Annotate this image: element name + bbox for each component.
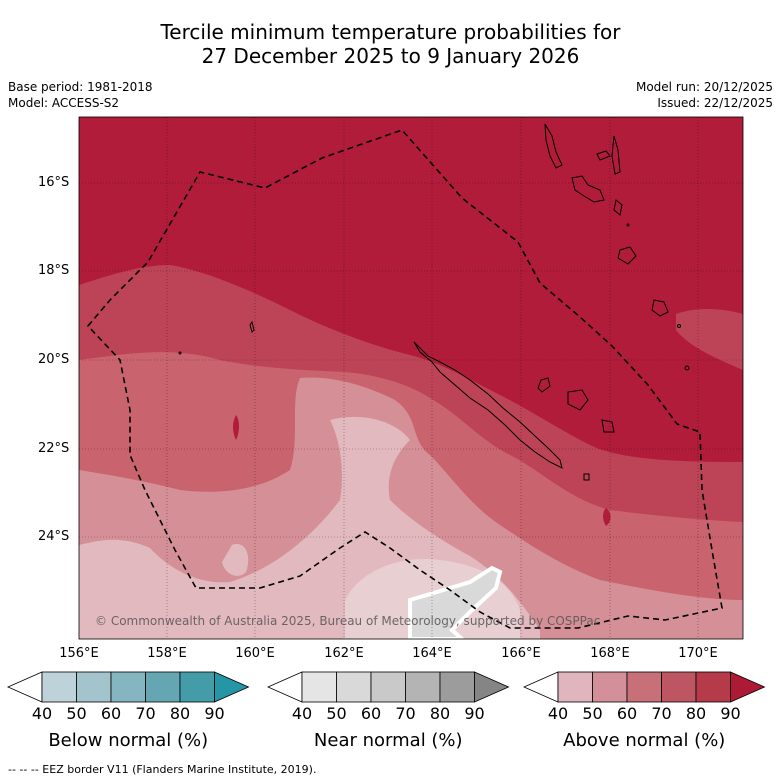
lon-label: 164°E bbox=[412, 646, 452, 661]
colorbar-tick-label: 70 bbox=[395, 704, 416, 723]
colorbar-tick-label: 60 bbox=[100, 704, 122, 723]
colorbar-cell bbox=[301, 671, 337, 703]
lat-label: 22°S bbox=[38, 441, 70, 456]
colorbar-cell bbox=[76, 671, 112, 703]
colorbar-caption: Near normal (%) bbox=[313, 730, 463, 751]
probability-field bbox=[79, 117, 743, 639]
colorbar-high-extend bbox=[730, 671, 766, 703]
lat-label: 24°S bbox=[38, 529, 70, 544]
island-walpole bbox=[583, 473, 590, 481]
colorbar-low-extend bbox=[7, 671, 43, 703]
colorbar-cell bbox=[592, 671, 628, 703]
colorbar-tick-label: 60 bbox=[616, 704, 638, 723]
model-run: Model run: 20/12/2025 bbox=[635, 80, 773, 94]
colorbar-low-extend bbox=[523, 671, 559, 703]
lon-label: 158°E bbox=[147, 646, 187, 661]
colorbars bbox=[7, 671, 766, 703]
colorbar-cell bbox=[557, 671, 593, 703]
colorbar-cell bbox=[439, 671, 475, 703]
colorbar-high-extend bbox=[474, 671, 510, 703]
island-efate bbox=[617, 246, 637, 265]
lon-label: 170°E bbox=[678, 646, 718, 661]
island-ambrym bbox=[613, 199, 623, 216]
graticule bbox=[79, 117, 743, 639]
island-lifou bbox=[567, 389, 589, 411]
colorbar-tick-label: 90 bbox=[720, 704, 741, 723]
colorbar-caption: Above normal (%) bbox=[563, 730, 726, 751]
lon-label: 166°E bbox=[501, 646, 541, 661]
colorbar-tick-label: 60 bbox=[360, 704, 382, 723]
islet-4 bbox=[626, 223, 630, 227]
lon-label: 160°E bbox=[235, 646, 275, 661]
colorbar-tick-label: 50 bbox=[582, 704, 603, 723]
colorbar-tick-label: 40 bbox=[291, 704, 313, 723]
coastlines bbox=[178, 123, 690, 481]
colorbar-cell bbox=[41, 671, 77, 703]
above-70-patch-east bbox=[676, 308, 743, 370]
colorbar-tick-label: 80 bbox=[169, 704, 191, 723]
island-mare bbox=[601, 419, 615, 433]
colorbar-cell bbox=[661, 671, 697, 703]
eez-legend-note: -- -- -- EEZ border V11 (Flanders Marine… bbox=[8, 763, 317, 776]
colorbar-tick-label: 90 bbox=[464, 704, 485, 723]
colorbar-tick-label: 70 bbox=[135, 704, 156, 723]
islet-1 bbox=[178, 351, 182, 355]
above-40-patch bbox=[222, 544, 249, 576]
colorbar-tick-label: 40 bbox=[547, 704, 569, 723]
lon-label: 156°E bbox=[59, 646, 99, 661]
above-50-region bbox=[79, 377, 743, 639]
islet-2 bbox=[684, 365, 690, 371]
above-80-patch bbox=[233, 415, 239, 440]
colorbar-cell bbox=[370, 671, 406, 703]
new-caledonia-coast bbox=[413, 341, 563, 469]
colorbar-cell bbox=[405, 671, 441, 703]
base-period: Base period: 1981-2018 bbox=[8, 80, 153, 94]
colorbar-cell bbox=[145, 671, 181, 703]
colorbar-cell bbox=[110, 671, 146, 703]
colorbar-tick-label: 70 bbox=[651, 704, 672, 723]
lat-label: 16°S bbox=[38, 175, 70, 190]
islet-chesterfield bbox=[249, 320, 255, 333]
island-pentecost bbox=[611, 135, 621, 175]
colorbar-low-extend bbox=[267, 671, 303, 703]
colorbar-tick-label: 80 bbox=[685, 704, 707, 723]
colorbar-tick-label: 80 bbox=[429, 704, 451, 723]
issued-date: Issued: 22/12/2025 bbox=[657, 96, 773, 110]
lat-label: 18°S bbox=[38, 263, 70, 278]
island-ouvea bbox=[537, 377, 551, 393]
above-80-patch-east bbox=[603, 508, 611, 526]
colorbar-tick-label: 50 bbox=[66, 704, 87, 723]
island-espiritu-santo bbox=[544, 123, 563, 169]
colorbar-caption: Below normal (%) bbox=[48, 730, 209, 751]
map-frame bbox=[78, 116, 744, 640]
map-title-line1: Tercile minimum temperature probabilitie… bbox=[160, 20, 621, 44]
copyright-notice: © Commonwealth of Australia 2025, Bureau… bbox=[95, 614, 601, 628]
lon-label: 162°E bbox=[324, 646, 364, 661]
colorbar-tick-label: 40 bbox=[31, 704, 53, 723]
near-50-region bbox=[408, 565, 503, 639]
colorbar-tick-label: 50 bbox=[326, 704, 347, 723]
lat-label: 20°S bbox=[38, 352, 70, 367]
island-maewo bbox=[596, 150, 611, 161]
eez-border bbox=[86, 129, 723, 629]
colorbar-cell bbox=[695, 671, 731, 703]
model-name: Model: ACCESS-S2 bbox=[8, 96, 120, 110]
meta-right: Model run: 20/12/2025 Issued: 22/12/2025 bbox=[636, 79, 773, 111]
colorbar-cell bbox=[626, 671, 662, 703]
islet-3 bbox=[677, 324, 681, 328]
meta-left: Base period: 1981-2018 Model: ACCESS-S2 bbox=[8, 79, 153, 111]
colorbar-high-extend bbox=[214, 671, 250, 703]
map-title-line2: 27 December 2025 to 9 January 2026 bbox=[201, 44, 580, 68]
island-erromango bbox=[651, 299, 669, 317]
colorbar-tick-label: 90 bbox=[204, 704, 225, 723]
island-malakula bbox=[571, 175, 605, 203]
colorbar-cell bbox=[179, 671, 215, 703]
lon-label: 168°E bbox=[590, 646, 630, 661]
colorbar-cell bbox=[336, 671, 372, 703]
